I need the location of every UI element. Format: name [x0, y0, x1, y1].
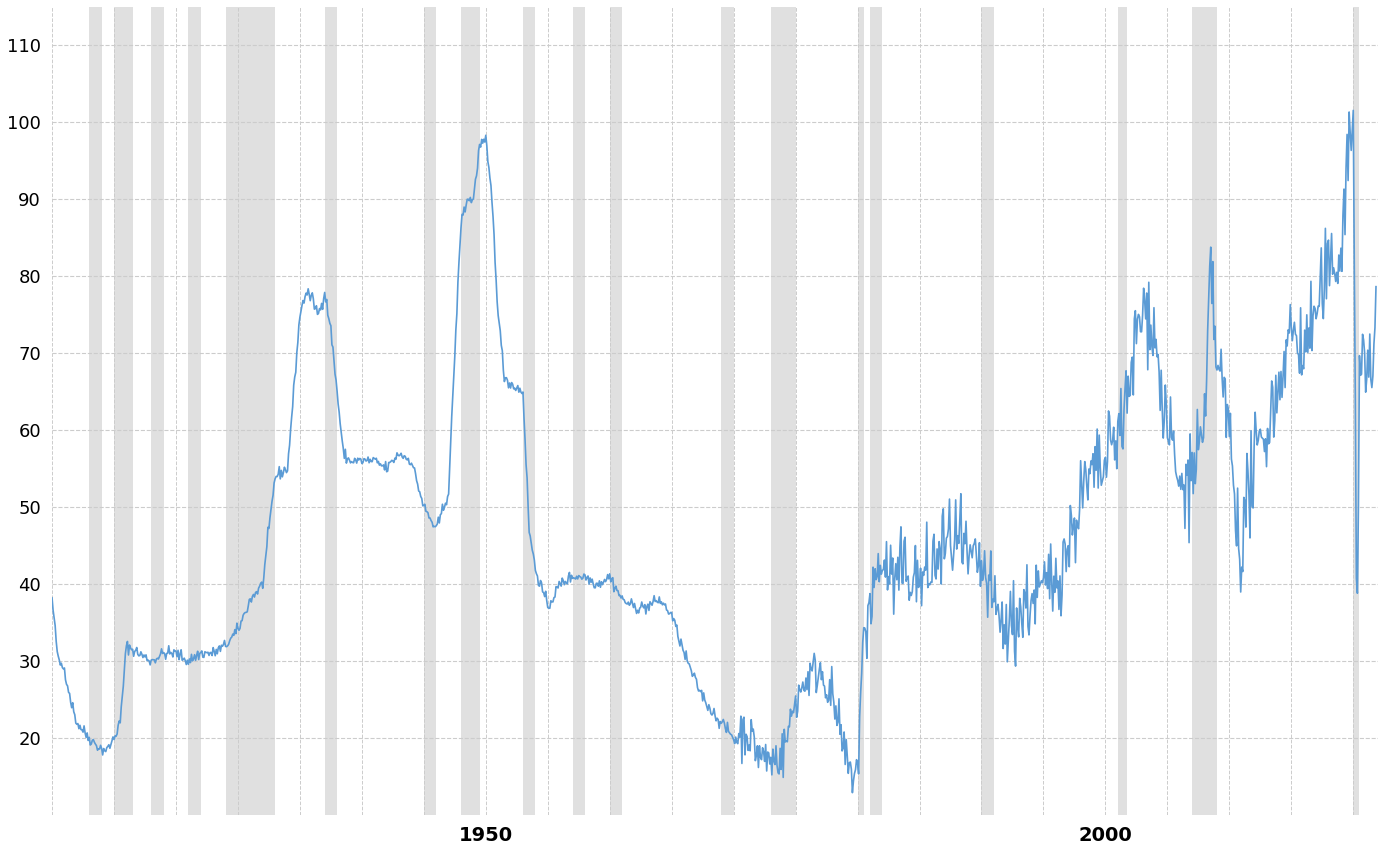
- Bar: [324, 7, 337, 815]
- Bar: [982, 7, 994, 815]
- Bar: [609, 7, 622, 815]
- Bar: [151, 7, 163, 815]
- Bar: [114, 7, 133, 815]
- Bar: [188, 7, 201, 815]
- Bar: [572, 7, 584, 815]
- Bar: [461, 7, 479, 815]
- Bar: [870, 7, 882, 815]
- Bar: [1192, 7, 1217, 815]
- Bar: [857, 7, 864, 815]
- Bar: [524, 7, 536, 815]
- Bar: [1118, 7, 1127, 815]
- Bar: [226, 7, 276, 815]
- Bar: [722, 7, 734, 815]
- Bar: [424, 7, 436, 815]
- Bar: [771, 7, 795, 815]
- Bar: [89, 7, 101, 815]
- Bar: [1353, 7, 1360, 815]
